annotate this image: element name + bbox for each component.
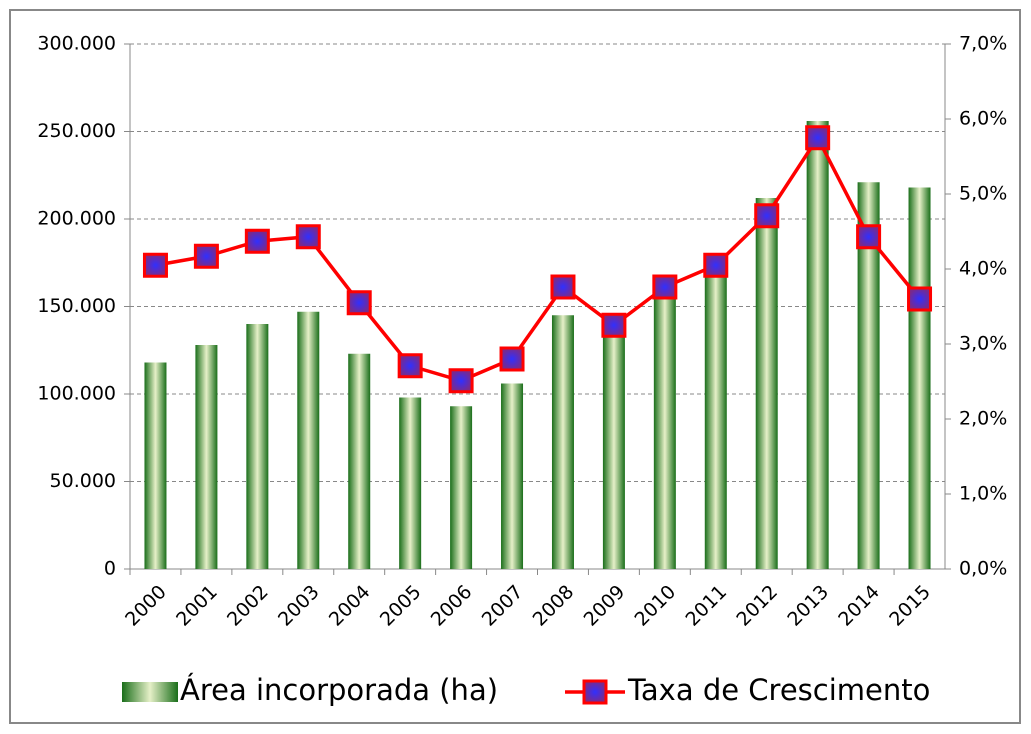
y2-tick-label: 4,0% <box>959 258 1007 280</box>
bar <box>551 315 574 569</box>
y2-tick-label: 6,0% <box>959 108 1007 130</box>
marker <box>652 274 678 300</box>
bar <box>653 292 676 569</box>
bar <box>602 332 625 569</box>
y-tick-label: 50.000 <box>50 470 116 492</box>
y2-tick-label: 5,0% <box>959 183 1007 205</box>
y-tick-label: 250.000 <box>37 120 116 142</box>
bar <box>348 353 371 569</box>
marker <box>550 274 576 300</box>
marker <box>346 290 372 316</box>
legend-marker <box>582 679 608 705</box>
y2-tick-label: 3,0% <box>959 333 1007 355</box>
bar <box>297 311 320 569</box>
line <box>155 134 921 383</box>
bar <box>195 345 218 569</box>
y-tick-label: 200.000 <box>37 208 116 230</box>
marker <box>244 228 270 254</box>
bar <box>501 383 524 569</box>
bar <box>399 397 422 569</box>
y-tick-label: 300.000 <box>37 33 116 55</box>
marker <box>142 252 168 278</box>
bar <box>246 324 269 569</box>
bar <box>806 121 829 569</box>
bar <box>450 406 473 569</box>
legend-label: Taxa de Crescimento <box>627 673 930 707</box>
marker <box>856 224 882 250</box>
legend-label: Área incorporada (ha) <box>180 673 498 707</box>
marker <box>499 346 525 372</box>
y-tick-label: 0 <box>104 558 116 580</box>
y-tick-label: 150.000 <box>37 295 116 317</box>
y2-tick-label: 1,0% <box>959 483 1007 505</box>
marker <box>601 312 627 338</box>
marker <box>907 286 933 312</box>
marker <box>754 203 780 229</box>
marker <box>193 243 219 269</box>
marker <box>805 125 831 151</box>
bar <box>857 182 880 569</box>
marker <box>703 252 729 278</box>
bar <box>908 187 931 569</box>
marker <box>295 224 321 250</box>
legend-swatch <box>122 682 178 702</box>
y-tick-label: 100.000 <box>37 383 116 405</box>
marker <box>448 368 474 394</box>
y2-tick-label: 0,0% <box>959 558 1007 580</box>
bar <box>704 268 727 569</box>
y2-tick-label: 2,0% <box>959 408 1007 430</box>
bar <box>144 362 167 569</box>
marker <box>397 353 423 379</box>
bar <box>755 198 778 569</box>
y2-tick-label: 7,0% <box>959 33 1007 55</box>
